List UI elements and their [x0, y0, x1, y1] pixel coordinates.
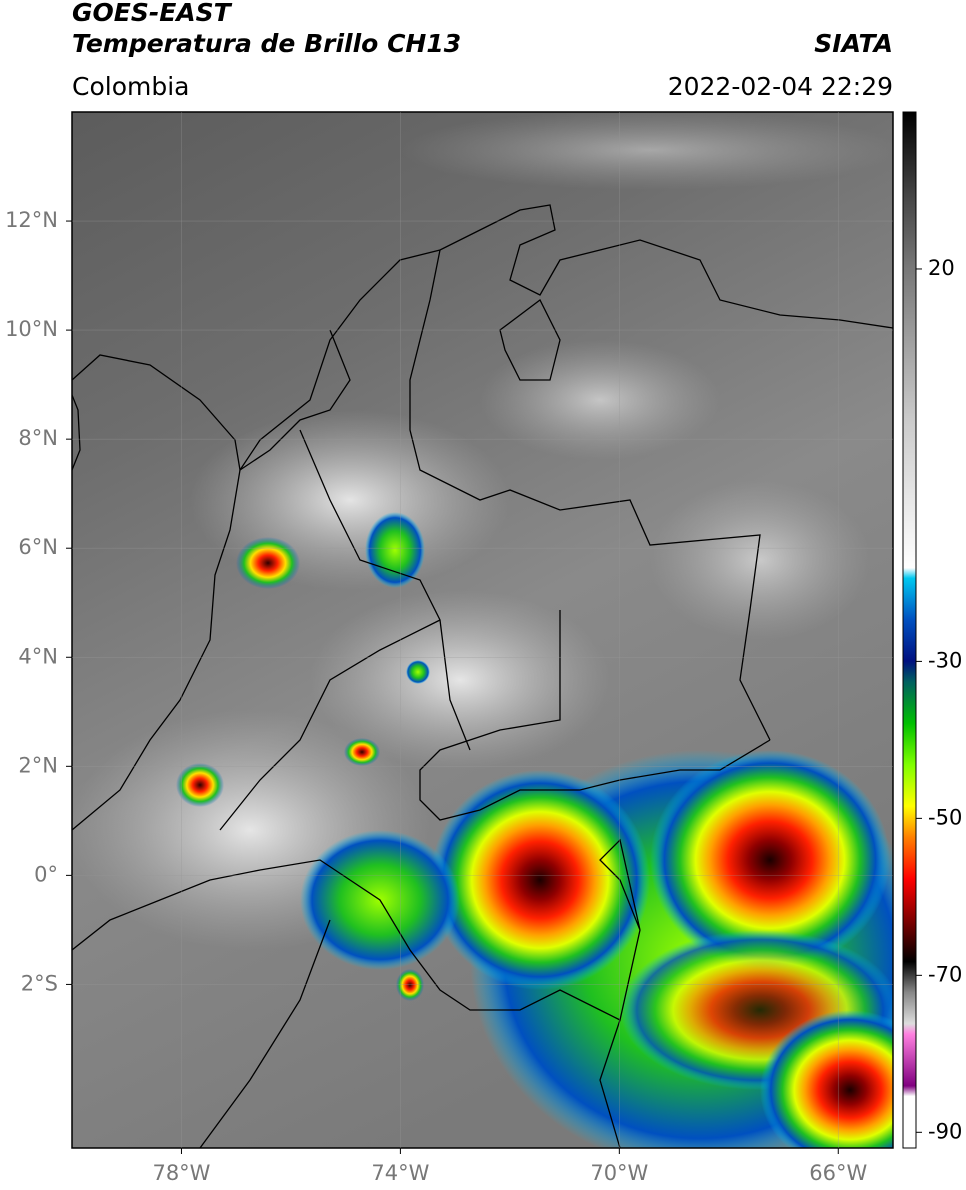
source: SIATA [814, 29, 893, 58]
x-tick-label: 74°W [371, 1161, 429, 1185]
y-tick-label: 2°S [21, 971, 58, 995]
datetime: 2022-02-04 22:29 [668, 72, 893, 101]
x-tick-label: 78°W [152, 1161, 210, 1185]
y-tick-label: 6°N [18, 535, 58, 559]
y-tick-label: 12°N [5, 208, 58, 232]
x-tick-label: 66°W [809, 1161, 867, 1185]
colorbar-label: -30 [928, 648, 962, 672]
colorbar-label: -50 [928, 805, 962, 829]
subtitle: Temperatura de Brillo CH13 [72, 29, 461, 58]
colorbar [902, 111, 917, 1149]
y-tick-label: 8°N [18, 426, 58, 450]
map-frame [71, 111, 894, 1149]
colorbar-label: -70 [928, 962, 962, 986]
region: Colombia [72, 72, 189, 101]
y-tick-label: 10°N [5, 317, 58, 341]
x-tick-label: 70°W [590, 1161, 648, 1185]
satellite-image [72, 112, 893, 1148]
title: GOES-EAST [72, 0, 233, 27]
y-tick-label: 2°N [18, 753, 58, 777]
colorbar-label: -90 [928, 1119, 962, 1143]
colorbar-label: 20 [928, 256, 955, 280]
y-tick-label: 4°N [18, 644, 58, 668]
y-tick-label: 0° [34, 862, 58, 886]
